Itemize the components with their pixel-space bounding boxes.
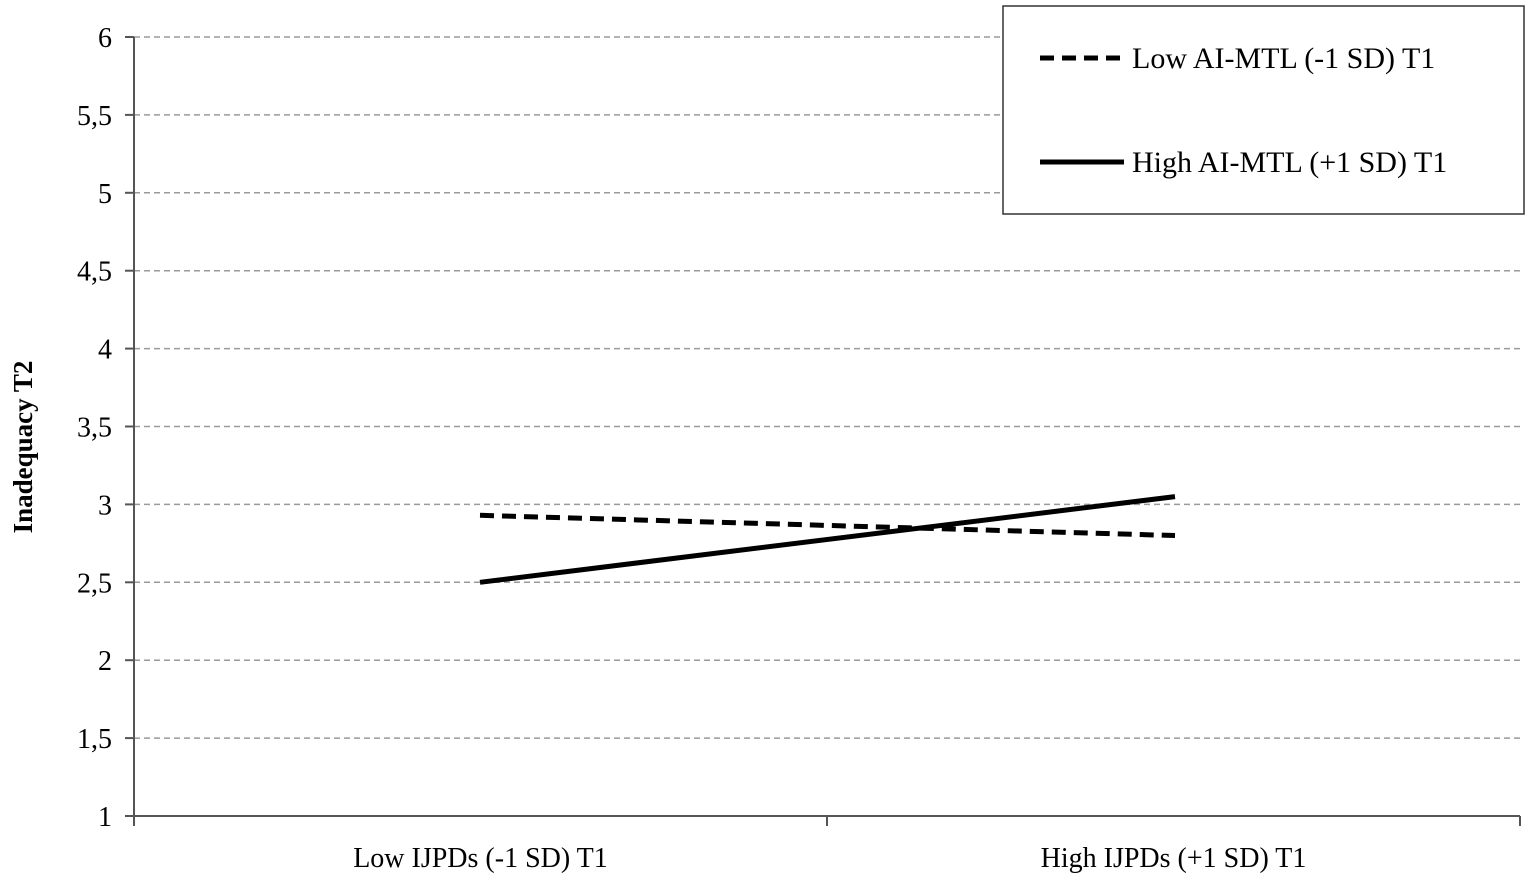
x-ticks: Low IJPDs (-1 SD) T1 High IJPDs (+1 SD) T… (133, 816, 1521, 874)
x-tick-label: High IJPDs (+1 SD) T1 (1041, 843, 1307, 874)
y-tick-label: 6 (98, 23, 112, 54)
y-tick-label: 3,5 (77, 413, 112, 444)
y-tick-label: 2 (98, 646, 112, 677)
y-tick-label: 5,5 (77, 101, 112, 132)
y-tick-label: 3 (98, 490, 112, 521)
series-line-low-ai-mtl (479, 512, 1176, 539)
y-tick-label: 5 (98, 179, 112, 210)
legend-label: High AI-MTL (+1 SD) T1 (1132, 146, 1447, 179)
y-tick-label: 4,5 (77, 257, 112, 288)
x-tick-label: Low IJPDs (-1 SD) T1 (353, 843, 608, 874)
y-tick-label: 1,5 (77, 724, 112, 755)
y-ticks: 1 1,5 2 2,5 3 3,5 4 4,5 5 5,5 6 (77, 23, 134, 833)
y-tick-label: 4 (98, 335, 112, 366)
y-axis-title: Inadequacy T2 (8, 361, 38, 534)
legend: Low AI-MTL (-1 SD) T1 High AI-MTL (+1 SD)… (1002, 5, 1525, 215)
legend-label: Low AI-MTL (-1 SD) T1 (1132, 42, 1435, 75)
y-tick-label: 2,5 (77, 568, 112, 599)
y-tick-label: 1 (98, 802, 112, 833)
series-line-high-ai-mtl (479, 494, 1176, 585)
series-lines (479, 494, 1176, 585)
legend-box (1002, 5, 1525, 215)
